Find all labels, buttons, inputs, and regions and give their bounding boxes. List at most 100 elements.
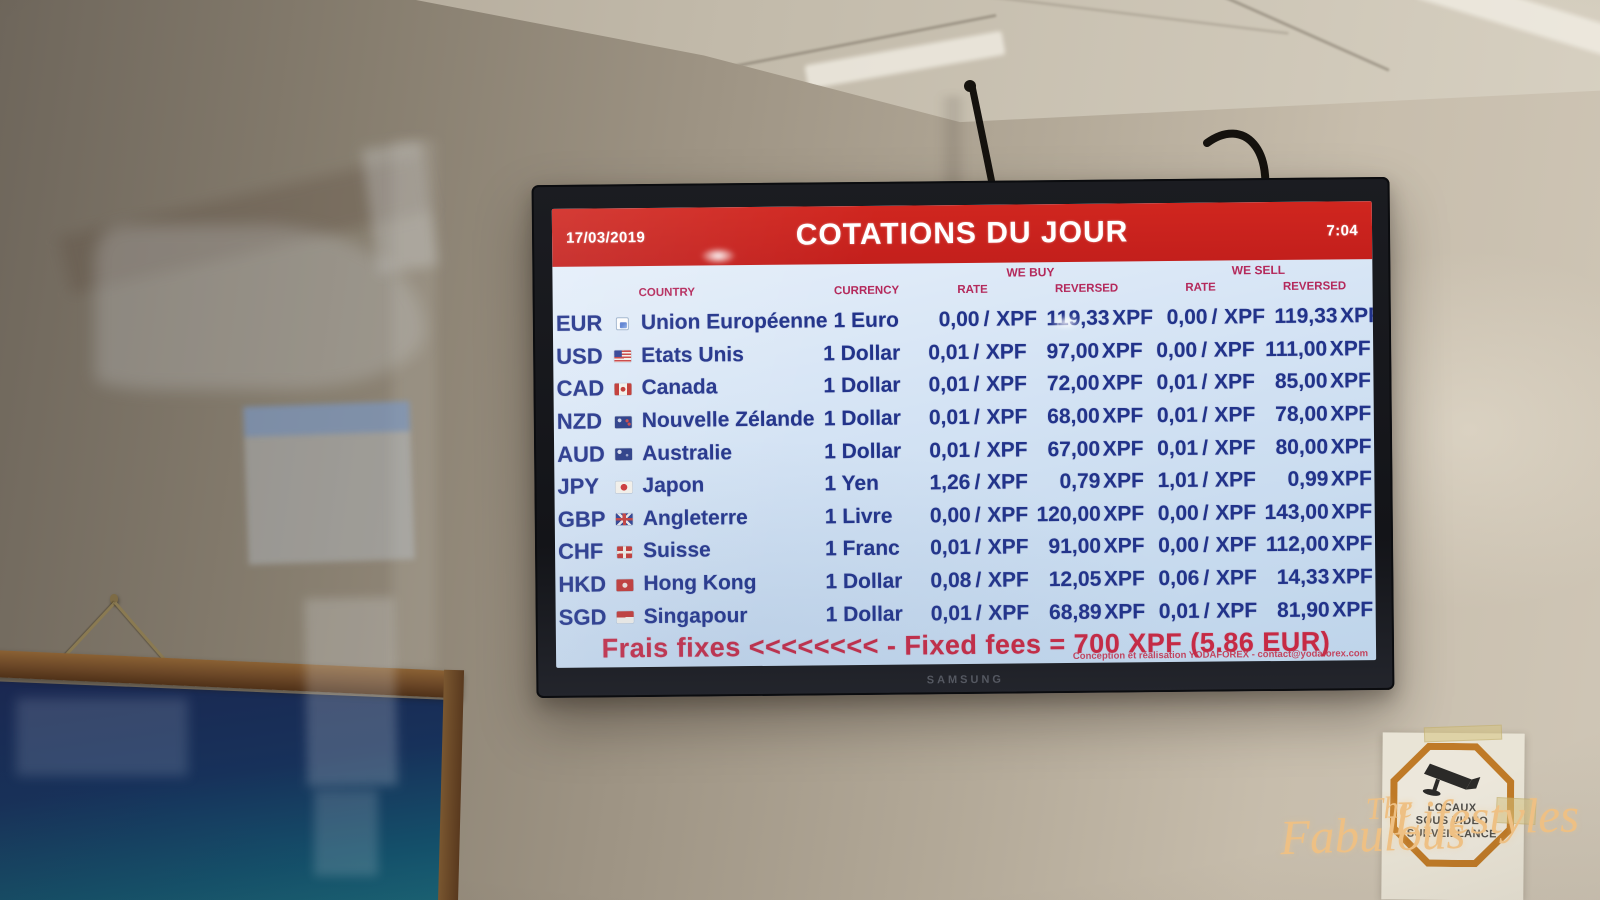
xpf-label: XPF <box>1340 304 1377 328</box>
xpf-label: XPF <box>985 340 1027 364</box>
xpf-label: XPF <box>1216 598 1258 623</box>
slash-separator: / <box>973 373 980 397</box>
slash-separator: / <box>1202 468 1209 492</box>
column-header-sell-reversed: REVERSED <box>1282 280 1347 293</box>
column-header-buy-reversed: REVERSED <box>1054 282 1119 296</box>
sell-reversed-value: 78,00 <box>1275 402 1328 427</box>
board-reflection <box>16 698 188 776</box>
sell-rate-value: 0,06 <box>1158 566 1200 591</box>
sell-reversed-value: 14,33 <box>1276 565 1330 590</box>
currency-code: SGD <box>558 604 607 630</box>
sell-rate-value: 0,01 <box>1158 599 1200 623</box>
tape-strip <box>1423 724 1503 743</box>
xpf-label: XPF <box>1104 599 1146 624</box>
xpf-label: XPF <box>985 372 1028 397</box>
buy-reversed-value: 67,00 <box>1047 437 1101 461</box>
country-name: Hong Kong <box>643 571 757 596</box>
xpf-label: XPF <box>986 438 1028 462</box>
tape-strip <box>1495 796 1537 826</box>
xpf-label: XPF <box>1102 469 1144 493</box>
rates-table-body: EUR Union Européenne 1 Euro 0,00 / XPF 1… <box>553 298 1376 634</box>
sell-reversed-value: 111,00 <box>1265 337 1328 361</box>
sign-text-line: SURVEILLANCE <box>1406 827 1497 841</box>
slash-separator: / <box>1201 403 1208 427</box>
slash-separator: / <box>975 536 982 560</box>
xpf-label: XPF <box>987 535 1029 560</box>
slash-separator: / <box>1201 371 1208 395</box>
slash-separator: / <box>974 503 981 527</box>
currency-unit: 1 Dollar <box>823 341 901 366</box>
buy-reversed-value: 91,00 <box>1048 535 1102 559</box>
buy-rate-value: 0,00 <box>929 503 971 528</box>
country-flag-icon <box>609 540 639 564</box>
country-name: Union Européenne <box>640 309 828 335</box>
fixed-fees-notice: Frais fixes <<<<<<<< - Fixed fees = 700 … <box>601 626 1331 664</box>
slash-separator: / <box>975 568 982 592</box>
country-flag-icon <box>608 474 638 498</box>
sell-reversed-value: 80,00 <box>1275 435 1329 459</box>
xpf-label: XPF <box>1102 436 1144 461</box>
xpf-label: XPF <box>1213 338 1255 362</box>
column-header-buy-rate: RATE <box>957 283 988 297</box>
buy-rate-value: 1,26 <box>929 471 971 495</box>
slash-separator: / <box>1202 436 1209 460</box>
country-flag-icon <box>610 605 640 629</box>
sell-reversed-value: 81,90 <box>1276 598 1330 622</box>
buy-reversed-value: 72,00 <box>1046 372 1100 396</box>
slash-separator: / <box>1211 305 1218 329</box>
currency-unit: 1 Dollar <box>825 569 903 594</box>
country-name: Etats Unis <box>641 342 745 367</box>
sell-reversed-value: 119,33 <box>1274 304 1338 329</box>
currency-unit: 1 Dollar <box>823 406 901 431</box>
currency-code: AUD <box>557 441 605 467</box>
sell-reversed-value: 85,00 <box>1274 369 1328 394</box>
currency-unit: 1 Dollar <box>825 602 903 626</box>
country-flag-icon <box>607 377 637 401</box>
xpf-label: XPF <box>1215 501 1257 525</box>
slash-separator: / <box>973 340 980 364</box>
xpf-label: XPF <box>1213 370 1256 395</box>
country-name: Canada <box>641 375 718 400</box>
country-flag-icon <box>608 442 638 466</box>
currency-code: HKD <box>558 571 607 597</box>
slash-separator: / <box>1202 501 1209 525</box>
buy-rate-value: 0,01 <box>930 536 972 560</box>
xpf-label: XPF <box>1101 371 1144 396</box>
currency-code: CHF <box>557 538 604 565</box>
screen-title: COTATIONS DU JOUR <box>795 215 1129 252</box>
octagon-face: LOCAUX SOUS VIDEO SURVEILLANCE <box>1397 750 1508 861</box>
buy-reversed-value: 68,89 <box>1049 600 1102 624</box>
buy-reversed-value: 0,79 <box>1059 469 1101 494</box>
xpf-label: XPF <box>1101 339 1143 363</box>
country-flag-icon <box>608 409 638 433</box>
slash-separator: / <box>974 471 981 495</box>
country-flag-icon <box>609 507 639 531</box>
xpf-label: XPF <box>1102 404 1144 428</box>
sell-rate-value: 0,00 <box>1166 305 1208 330</box>
xpf-label: XPF <box>1214 403 1256 427</box>
buy-rate-value: 0,08 <box>930 568 972 593</box>
country-name: Australie <box>642 440 733 465</box>
cctv-camera-icon <box>1418 755 1486 806</box>
buy-rate-value: 0,01 <box>928 373 970 397</box>
xpf-label: XPF <box>1214 468 1256 492</box>
xpf-label: XPF <box>1103 567 1145 591</box>
currency-unit: 1 Dollar <box>823 374 901 398</box>
slash-separator: / <box>975 601 982 625</box>
surveillance-sign: LOCAUX SOUS VIDEO SURVEILLANCE <box>1381 732 1525 900</box>
buy-reversed-value: 120,00 <box>1036 502 1101 527</box>
xpf-label: XPF <box>1215 566 1257 590</box>
screen-header-band: 17/03/2019 COTATIONS DU JOUR 7:04 <box>551 201 1373 267</box>
buy-rate-value: 0,01 <box>930 601 972 625</box>
xpf-label: XPF <box>986 405 1028 429</box>
country-name: Suisse <box>642 538 711 563</box>
slash-separator: / <box>974 438 981 462</box>
buy-rate-value: 0,00 <box>938 308 980 332</box>
buy-reversed-value: 12,05 <box>1048 567 1102 592</box>
xpf-label: XPF <box>1214 435 1256 460</box>
slash-separator: / <box>983 308 990 332</box>
xpf-label: XPF <box>1224 305 1266 329</box>
currency-code: USD <box>556 343 603 369</box>
buy-reversed-value: 68,00 <box>1047 404 1100 429</box>
